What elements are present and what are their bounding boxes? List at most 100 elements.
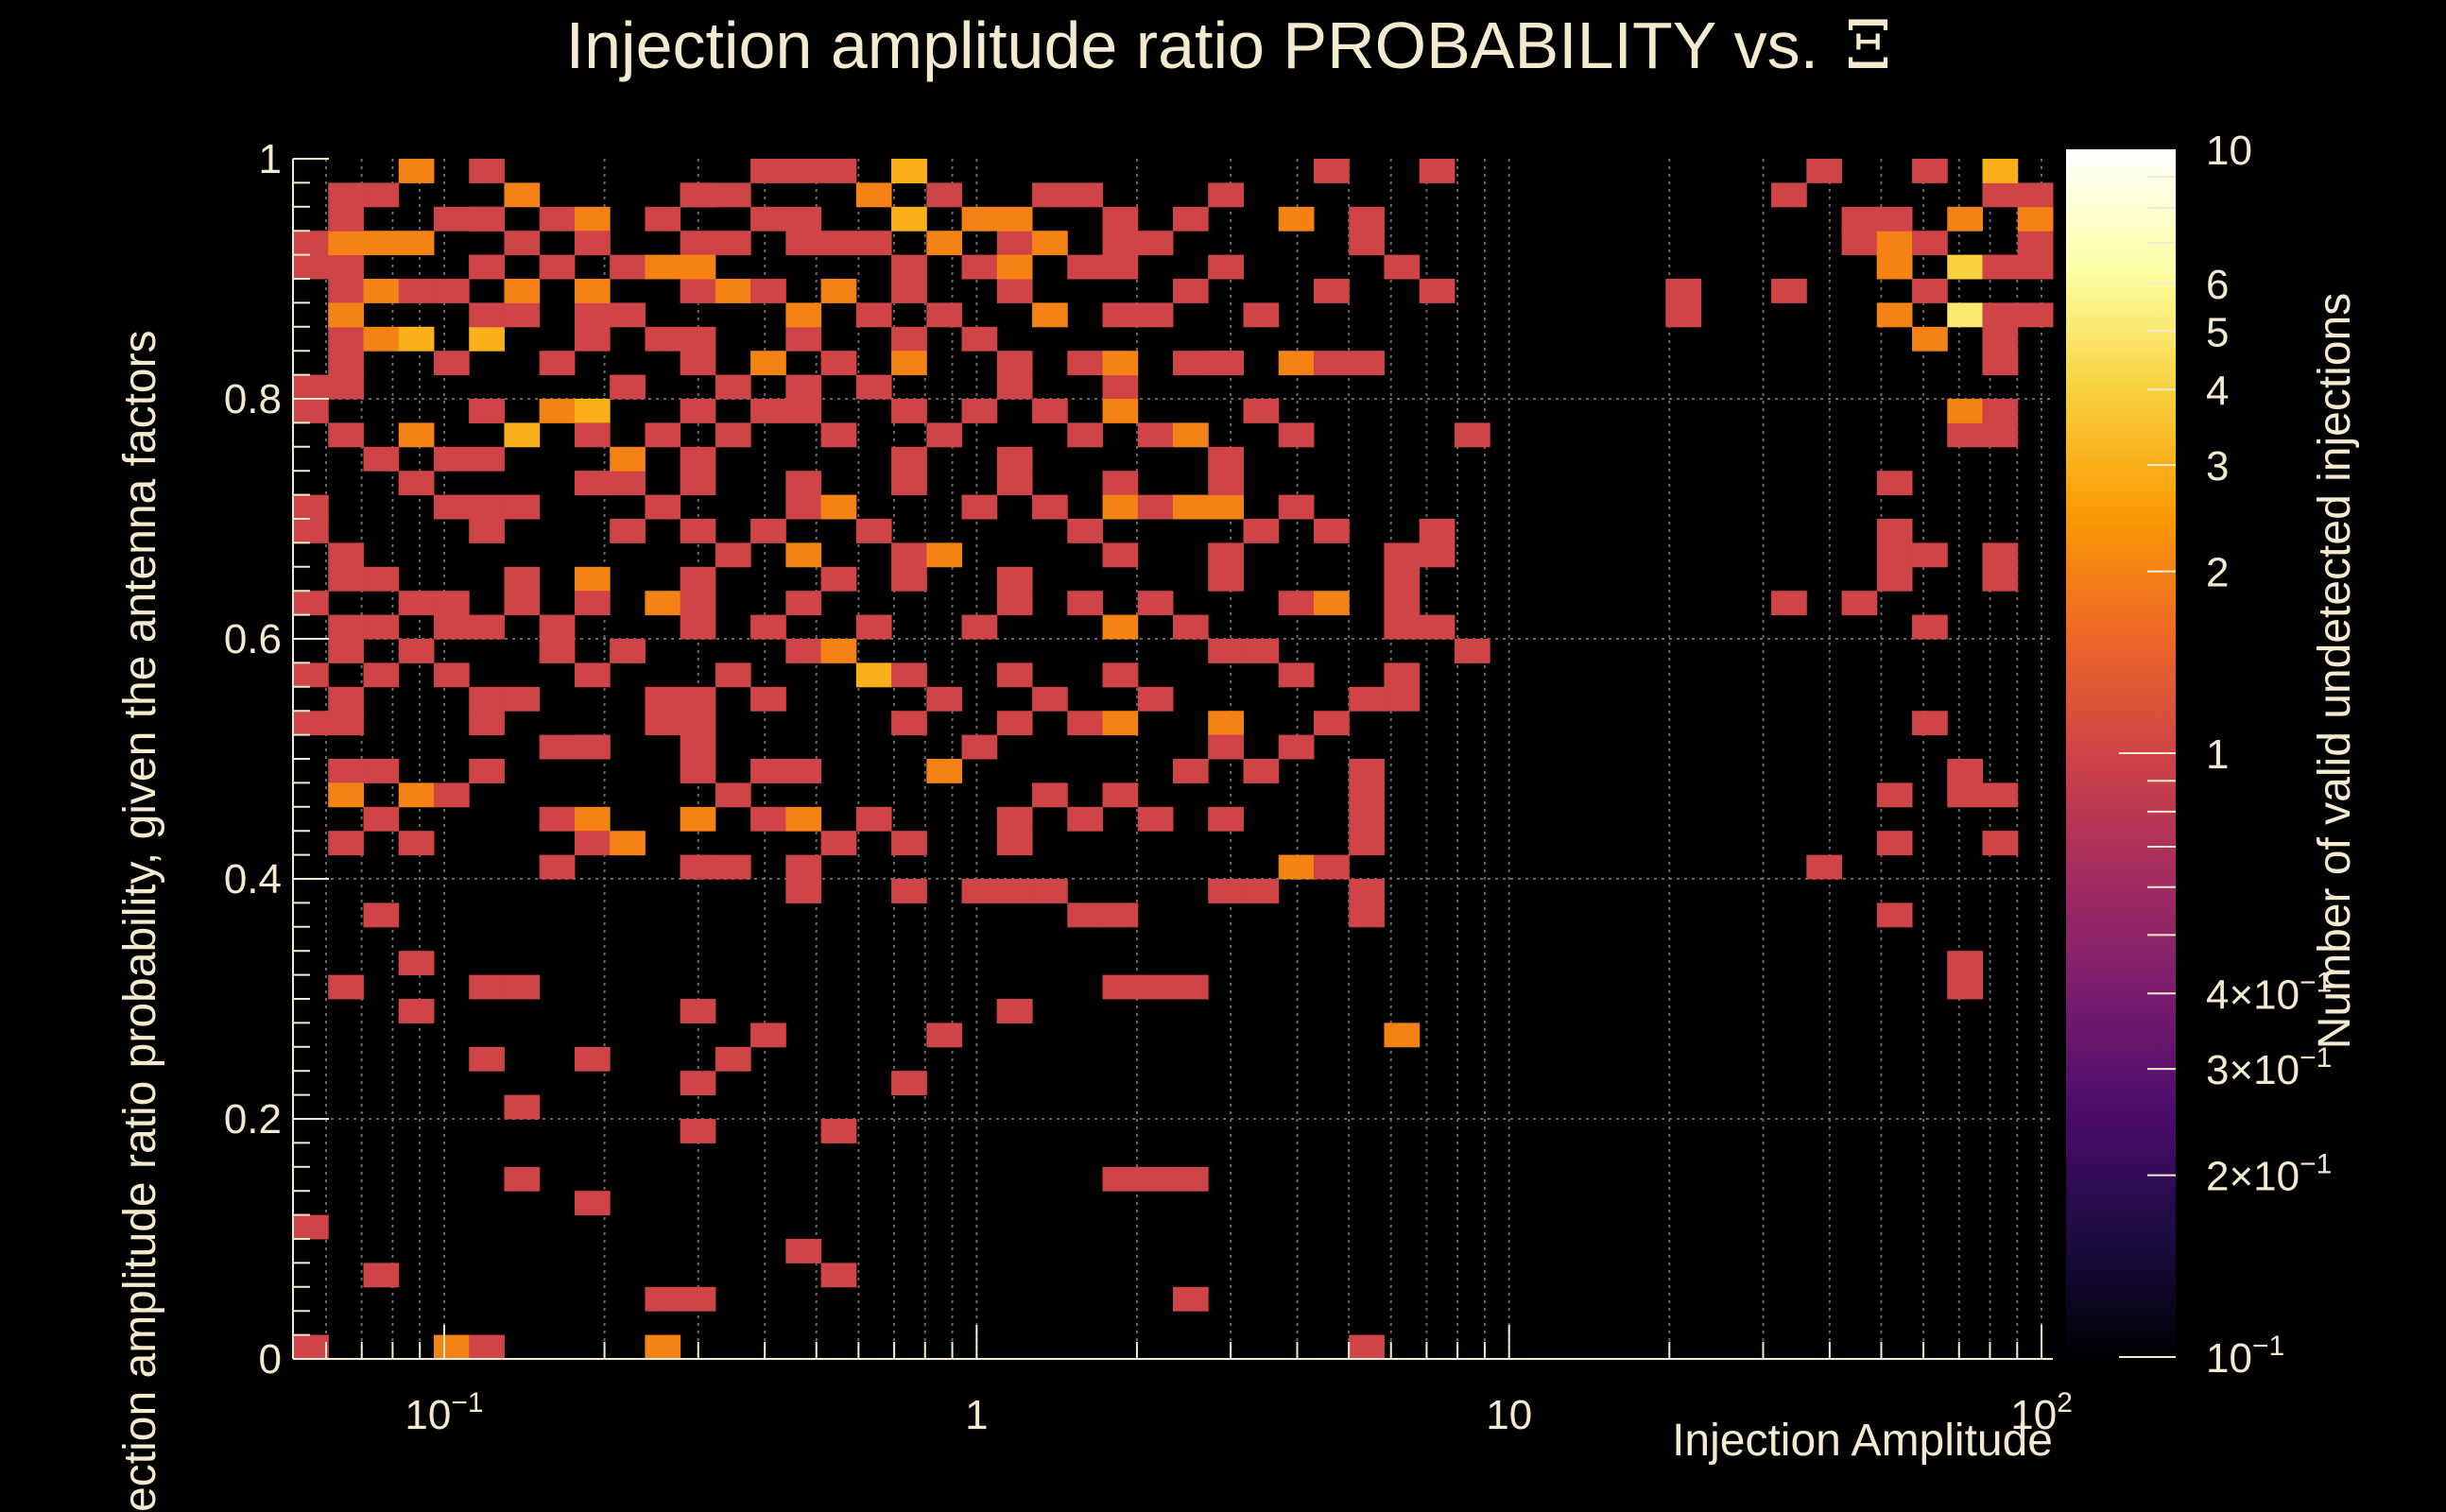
heatmap-bin	[645, 711, 681, 736]
heatmap-bin	[820, 422, 857, 448]
heatmap-bin	[680, 614, 716, 640]
heatmap-bin	[996, 351, 1033, 376]
heatmap-bin	[1912, 711, 1948, 736]
heatmap-bin	[1137, 1166, 1174, 1192]
heatmap-bin	[680, 351, 716, 376]
heatmap-bin	[1419, 542, 1456, 568]
heatmap-bin	[1243, 302, 1280, 328]
heatmap-bin	[715, 422, 751, 448]
heatmap-bin	[1067, 519, 1104, 543]
heatmap-bin	[363, 902, 400, 928]
heatmap-bin	[610, 639, 646, 663]
heatmap-bin	[855, 806, 892, 832]
heatmap-bin	[820, 279, 857, 303]
heatmap-bin	[750, 1022, 786, 1048]
heatmap-bin	[469, 519, 505, 543]
heatmap-bin	[820, 566, 857, 592]
heatmap-bin	[1771, 591, 1807, 616]
heatmap-bin	[504, 1094, 541, 1120]
heatmap-bin	[785, 399, 822, 423]
heatmap-bin	[645, 1334, 681, 1360]
heatmap-bin	[1173, 206, 1209, 232]
heatmap-bin	[539, 351, 576, 376]
heatmap-bin	[1032, 879, 1068, 903]
z-tick-label: 2×10−1	[2206, 1149, 2332, 1200]
heatmap-bin	[961, 614, 998, 640]
heatmap-bin	[891, 471, 927, 496]
heatmap-bin	[1841, 231, 1878, 256]
heatmap-bin	[469, 759, 505, 783]
heatmap-bin	[645, 591, 681, 616]
heatmap-bin	[504, 566, 541, 592]
heatmap-bin	[1665, 279, 1702, 303]
heatmap-bin	[2017, 206, 2054, 232]
heatmap-bin	[574, 806, 611, 832]
heatmap-bin	[574, 566, 611, 592]
heatmap-bin	[996, 999, 1033, 1023]
heatmap-bin	[1313, 854, 1350, 880]
heatmap-bin	[610, 374, 646, 400]
heatmap-bin	[328, 254, 364, 280]
heatmap-bin	[328, 542, 364, 568]
heatmap-bin	[1102, 254, 1139, 280]
heatmap-bin	[1102, 399, 1139, 423]
heatmap-bin	[1102, 231, 1139, 256]
heatmap-bin	[855, 374, 892, 400]
heatmap-bin	[891, 879, 927, 903]
heatmap-bin	[1841, 591, 1878, 616]
heatmap-bin	[926, 759, 963, 783]
heatmap-bin	[433, 446, 470, 472]
heatmap-bin	[1876, 782, 1913, 808]
heatmap-bin	[1982, 351, 2019, 376]
z-tick-label: 2	[2206, 550, 2229, 596]
heatmap-bin	[1384, 1022, 1421, 1048]
heatmap-bin	[363, 446, 400, 472]
heatmap-bin	[1067, 902, 1104, 928]
z-tick-label: 3	[2206, 443, 2229, 490]
heatmap-bin	[433, 782, 470, 808]
heatmap-bin	[715, 662, 751, 688]
heatmap-bin	[1982, 302, 2019, 328]
heatmap-bin	[680, 711, 716, 736]
heatmap-bin	[1912, 542, 1948, 568]
heatmap-bin	[1454, 422, 1490, 448]
heatmap-bin	[574, 1046, 611, 1072]
heatmap-bin	[574, 662, 611, 688]
heatmap-bin	[1313, 351, 1350, 376]
heatmap-bin	[926, 686, 963, 712]
heatmap-bin	[750, 686, 786, 712]
heatmap-bin	[1912, 231, 1948, 256]
heatmap-bin	[680, 566, 716, 592]
y-axis-title: Injection amplitude ratio probability, g…	[115, 330, 165, 1512]
heatmap-bin	[1313, 279, 1350, 303]
heatmap-bin	[363, 662, 400, 688]
heatmap-bin	[715, 182, 751, 208]
heatmap-bin	[1419, 159, 1456, 183]
heatmap-bin	[680, 806, 716, 832]
heatmap-bin	[293, 374, 329, 400]
heatmap-bin	[1032, 231, 1068, 256]
heatmap-bin	[469, 206, 505, 232]
y-tick-label: 1	[259, 136, 282, 182]
heatmap-bin	[610, 519, 646, 543]
heatmap-bin	[1208, 494, 1244, 520]
heatmap-bin	[433, 494, 470, 520]
heatmap-bin	[328, 279, 364, 303]
heatmap-bin	[1067, 422, 1104, 448]
heatmap-bin	[574, 734, 611, 760]
heatmap-bin	[398, 782, 435, 808]
heatmap-bin	[961, 879, 998, 903]
heatmap-bin	[680, 231, 716, 256]
heatmap-bin	[1982, 254, 2019, 280]
heatmap-bin	[1102, 302, 1139, 328]
heatmap-bin	[1384, 686, 1421, 712]
heatmap-bin	[785, 302, 822, 328]
heatmap-bin	[891, 159, 927, 183]
heatmap-bin	[363, 566, 400, 592]
heatmap-bin	[328, 831, 364, 856]
y-axis-ticks: 0 0.2 0.4 0.6 0.8 1	[224, 136, 329, 1383]
heatmap-bin	[785, 326, 822, 352]
heatmap-bin	[363, 231, 400, 256]
heatmap-bin	[398, 999, 435, 1023]
